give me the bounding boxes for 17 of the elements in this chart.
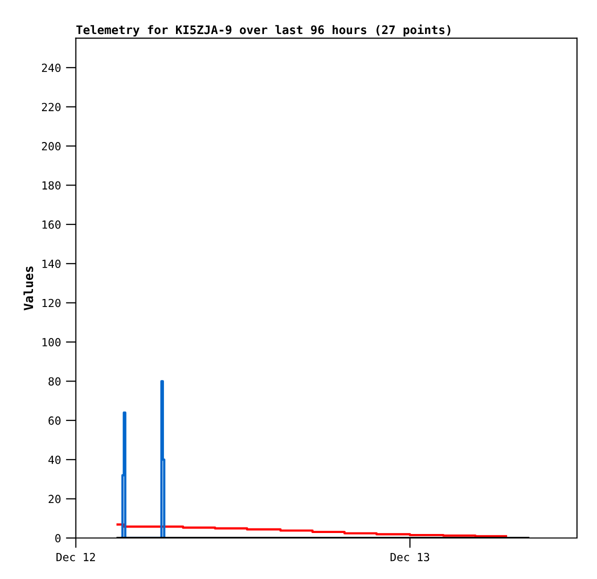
y-tick-label: 120 (42, 298, 61, 308)
chart-title: Telemetry for KI5ZJA-9 over last 96 hours (27 points) (76, 24, 450, 37)
y-tick-label: 80 (48, 377, 61, 386)
y-tick-label: 240 (42, 64, 61, 72)
y-tick-label: 20 (48, 494, 61, 504)
y-tick-label: 160 (42, 220, 61, 229)
x-tick-label: Dec 12 (56, 552, 95, 562)
y-tick-label: 180 (42, 181, 61, 190)
y-tick-label: 0 (55, 534, 61, 542)
y-tick-label: 140 (42, 260, 61, 268)
y-tick-label: 60 (48, 416, 61, 425)
x-tick-label: Dec 13 (390, 552, 430, 562)
y-tick-label: 40 (48, 456, 61, 464)
y-tick-label: 200 (42, 142, 61, 150)
y-tick-label: 220 (42, 102, 61, 112)
y-tick-label: 100 (42, 338, 61, 346)
y-axis-title: Values (24, 266, 34, 310)
